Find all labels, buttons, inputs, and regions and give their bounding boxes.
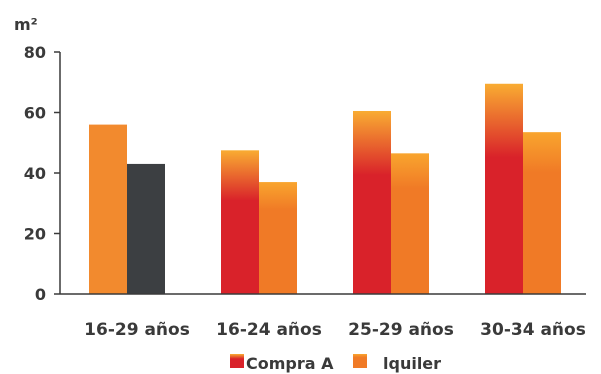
legend-swatch-alquiler xyxy=(353,354,367,368)
x-category-label: 25-29 años xyxy=(348,320,454,340)
y-axis-ticks: 0 20 40 60 80 xyxy=(24,43,60,304)
legend-label-alquiler: lquiler xyxy=(383,354,441,373)
legend: Compra A lquiler xyxy=(230,354,441,373)
bar-compra-1 xyxy=(221,150,259,294)
y-tick-label: 80 xyxy=(24,43,46,62)
x-category-label: 16-29 años xyxy=(84,320,190,340)
y-tick-label: 40 xyxy=(24,164,46,183)
y-tick-label: 0 xyxy=(35,285,46,304)
y-axis-unit-label: m² xyxy=(14,15,38,34)
y-tick-label: 60 xyxy=(24,104,46,123)
bar-alquiler-1 xyxy=(259,182,297,294)
x-axis-category-labels: 16-29 años 16-24 años 25-29 años 30-34 años xyxy=(84,320,586,340)
bar-alquiler-3 xyxy=(523,132,561,294)
bar-compra-2 xyxy=(353,110,391,294)
x-category-label: 30-34 años xyxy=(480,320,586,340)
bar-compra-0 xyxy=(89,124,127,294)
bar-alquiler-0 xyxy=(127,163,165,294)
legend-label-compra: Compra A xyxy=(246,354,334,373)
bars-group xyxy=(89,83,561,294)
x-category-label: 16-24 años xyxy=(216,320,322,340)
y-tick-label: 20 xyxy=(24,225,46,244)
bar-compra-3 xyxy=(485,83,523,294)
bar-alquiler-2 xyxy=(391,153,429,294)
legend-swatch-compra xyxy=(230,354,244,368)
